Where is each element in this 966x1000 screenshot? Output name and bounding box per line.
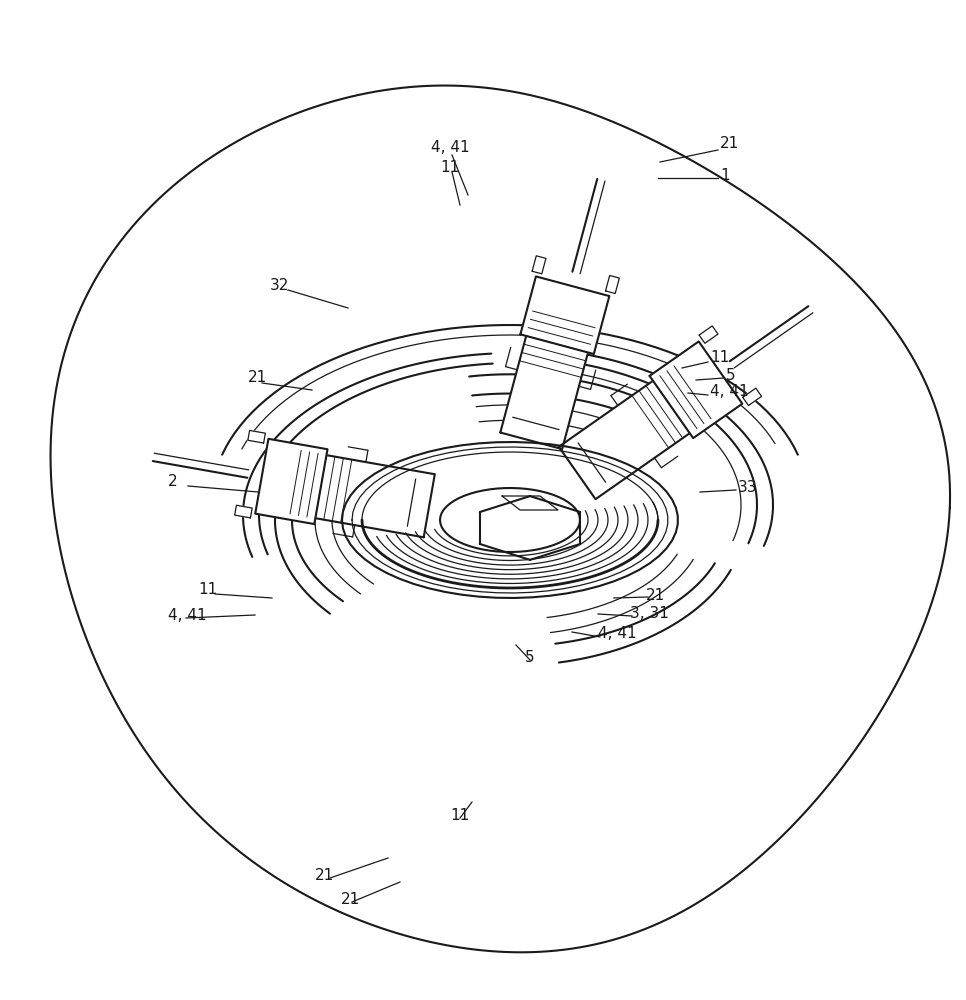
Text: 11: 11 [198, 582, 217, 597]
Text: 21: 21 [720, 135, 739, 150]
Text: 4, 41: 4, 41 [431, 140, 469, 155]
Text: 21: 21 [248, 370, 268, 385]
Polygon shape [606, 275, 619, 294]
Text: 33: 33 [738, 481, 757, 495]
Text: 5: 5 [726, 367, 736, 382]
Polygon shape [521, 276, 610, 354]
Polygon shape [532, 256, 546, 274]
Polygon shape [235, 505, 252, 518]
Polygon shape [502, 496, 558, 510]
Text: 32: 32 [270, 277, 290, 292]
Text: 11: 11 [710, 351, 729, 365]
Polygon shape [649, 341, 742, 438]
Polygon shape [743, 388, 761, 406]
Polygon shape [248, 430, 266, 443]
Text: 3, 31: 3, 31 [630, 606, 668, 621]
Text: 1: 1 [720, 167, 729, 182]
Text: 2: 2 [168, 475, 178, 489]
Text: 4, 41: 4, 41 [168, 607, 207, 622]
Text: 21: 21 [315, 867, 334, 882]
Text: 21: 21 [646, 587, 666, 602]
Polygon shape [500, 307, 596, 449]
Text: 21: 21 [340, 892, 359, 908]
Text: 5: 5 [526, 650, 535, 666]
Polygon shape [558, 364, 714, 499]
Text: 11: 11 [440, 160, 460, 176]
Text: 11: 11 [450, 808, 469, 822]
Polygon shape [255, 439, 327, 524]
Polygon shape [699, 326, 718, 343]
Text: 4, 41: 4, 41 [710, 384, 749, 399]
Polygon shape [286, 450, 435, 537]
Text: 4, 41: 4, 41 [598, 626, 637, 642]
